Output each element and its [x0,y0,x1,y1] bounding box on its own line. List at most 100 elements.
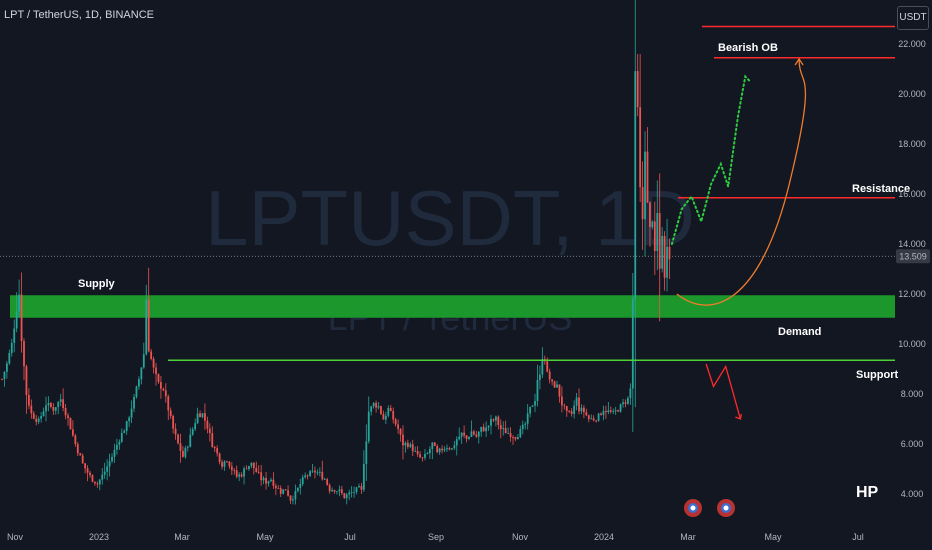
candle-body [367,411,370,442]
candle-body [548,371,551,380]
candle-body [328,484,331,492]
candle-body [380,406,382,415]
candle-body [578,397,580,412]
candle-body [453,445,456,449]
candle-body [331,490,333,492]
candle-body [514,437,517,440]
candle-body [248,465,250,469]
candle-body [436,446,439,453]
candle-body [644,151,646,220]
candle-body [76,444,79,454]
candle-body [262,477,265,481]
candle-body [296,487,299,492]
currency-unit-button[interactable]: USDT [897,6,929,30]
candle-body [592,418,595,421]
candle-body [64,408,67,416]
candle-body [27,394,30,406]
candle-body [619,404,622,412]
candle-body [243,468,245,477]
candle-body [450,448,453,450]
candle-body [160,382,162,389]
candle-body [216,448,219,454]
candle-body [402,434,404,446]
candle-body [67,415,69,418]
candle-body [438,448,441,453]
candle-body [658,213,661,269]
levels-layer [168,25,895,361]
candle-body [257,471,260,473]
candle-body [399,428,402,435]
candle-body [150,351,153,359]
candle-body [629,388,632,398]
candle-body [526,413,529,424]
candle-body [541,359,544,375]
candle-body [42,411,45,417]
candle-body [52,406,55,411]
candle-body [184,447,187,457]
candle-body [397,424,399,429]
candle-body [277,488,280,489]
candle-body [89,472,91,476]
candle-body [13,328,16,343]
candle-body [311,470,314,472]
time-axis[interactable]: Nov 2023 Mar May Jul Sep Nov 2024 Mar May Jul [7,532,864,542]
candle-body [590,418,593,420]
candle-body [448,448,451,450]
price-tick-label: 4.000 [901,489,924,499]
time-tick-label: May [764,532,782,542]
candle-body [101,474,104,480]
candle-body [631,299,634,389]
candle-body [627,397,629,404]
candle-body [636,71,639,108]
candle-body [113,449,116,457]
watermark-symbol: LPTUSDT, 1D [205,174,695,262]
candle-body [282,489,285,494]
candle-body [477,431,480,437]
candle-body [118,441,121,445]
candle-body [81,455,84,464]
candle-body [485,427,488,432]
candle-body [238,474,241,477]
candle-body [62,399,65,409]
candle-body [223,461,226,467]
candle-body [529,406,532,414]
candle-body [455,439,458,446]
candle-body [583,407,585,413]
event-icon-2[interactable] [717,499,735,517]
candle-body [480,426,483,432]
candle-body [69,417,72,430]
candle-body [336,491,338,493]
candle-body [45,405,47,412]
candle-body [634,71,637,300]
candle-body [323,479,326,480]
candle-body [35,418,38,422]
candle-body [551,379,554,382]
time-tick-label: Nov [512,532,529,542]
candle-body [539,374,541,380]
candle-body [23,341,25,367]
candle-body [10,342,13,354]
candle-body [18,294,21,312]
candle-body [406,442,409,447]
candle-body [536,379,539,402]
candle-body [663,235,666,278]
candle-body [274,485,277,489]
price-tick-label: 14.000 [898,239,926,249]
price-tick-label: 8.000 [901,389,924,399]
candle-body [646,151,649,203]
candle-body [103,471,106,475]
candle-body [470,431,473,437]
candle-body [392,411,395,420]
candle-body [421,457,424,459]
price-tick-label: 22.000 [898,39,926,49]
candle-body [573,405,576,414]
candle-body [37,418,40,422]
candle-body [20,294,23,342]
event-icon-1[interactable] [684,499,702,517]
projections-layer [670,57,807,420]
candle-body [563,405,566,407]
bearish-ob-label: Bearish OB [718,42,778,54]
price-axis[interactable]: 4.000 6.000 8.000 10.000 12.000 14.000 16.000 1… [898,39,926,499]
candle-body [8,353,11,364]
